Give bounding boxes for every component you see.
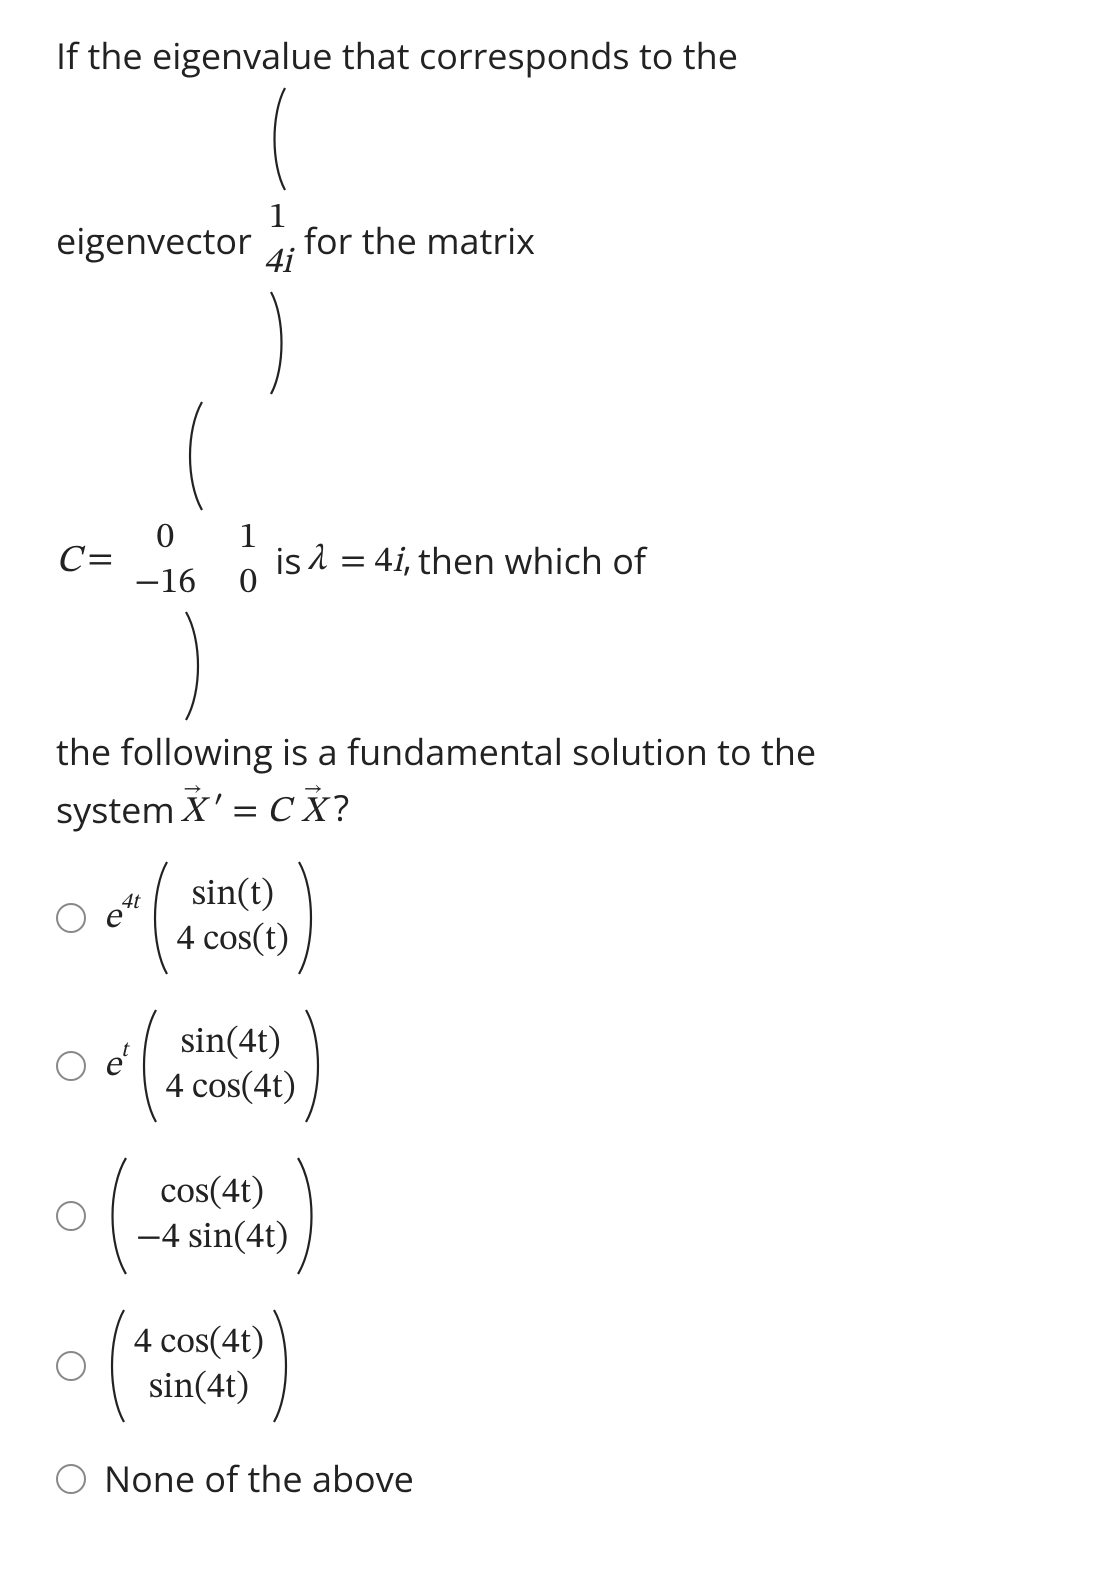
opt5-text: None of the above	[104, 1454, 414, 1503]
opt2-prefix: et	[104, 1044, 128, 1089]
opt2-r2: 4 cos(4t)	[166, 1066, 296, 1111]
matrixC-r1c1: 0	[125, 516, 205, 561]
option-4[interactable]: 4 cos(4t) sin(4t)	[56, 1306, 1051, 1426]
opt3-r2: −4 sin(4t)	[136, 1216, 288, 1261]
option-2[interactable]: et sin(4t) 4 cos(4t)	[56, 1006, 1051, 1126]
eigenvector-r1: 1	[269, 196, 287, 241]
opt1-r1: sin(t)	[192, 873, 274, 918]
stem-line-3: C = 0 1 −16 0	[56, 398, 1051, 724]
sys-eq: =	[232, 794, 266, 830]
radio-icon[interactable]	[56, 1201, 86, 1231]
equals-1: =	[87, 533, 113, 589]
option-5[interactable]: None of the above	[56, 1454, 1051, 1503]
opt4-vector: 4 cos(4t) sin(4t)	[104, 1306, 294, 1426]
stem-line-1: If the eigenvalue that corresponds to th…	[56, 28, 1051, 84]
question-container: If the eigenvalue that corresponds to th…	[0, 0, 1101, 1571]
stem-line-3-mid1: is	[275, 533, 301, 589]
opt1-r2: 4 cos(t)	[177, 918, 289, 963]
matrixC-r2c2: 0	[233, 561, 263, 606]
arrow-2: →	[304, 774, 323, 805]
stem-line-3-mid2: = 4i,	[332, 530, 412, 591]
stem-line-5-pre: system	[56, 782, 175, 838]
lambda: λ	[308, 533, 326, 589]
sys-C: C	[267, 794, 291, 830]
opt4-r2: sin(4t)	[149, 1366, 249, 1411]
stem-line-5: system → X ′ = C → X ?	[56, 780, 1051, 841]
eigenvector: 1 4i	[258, 84, 298, 398]
sys-prime: ′	[213, 792, 224, 828]
stem-line-2-pre: eigenvector	[56, 213, 252, 269]
radio-icon[interactable]	[56, 903, 86, 933]
radio-icon[interactable]	[56, 1464, 86, 1494]
options-list: e4t sin(t) 4 cos(t) et	[56, 858, 1051, 1503]
sys-q: ?	[334, 783, 350, 832]
eigenvector-r2: 4i	[264, 241, 292, 286]
matrixC-r2c1: −16	[125, 561, 205, 606]
stem-line-2-post: for the matrix	[304, 213, 535, 269]
radio-icon[interactable]	[56, 1351, 86, 1381]
opt3-r1: cos(4t)	[160, 1171, 264, 1216]
opt2-r1: sin(4t)	[181, 1021, 281, 1066]
matrix-label-C: C	[56, 532, 81, 591]
arrow-1: →	[183, 774, 202, 805]
question-stem: If the eigenvalue that corresponds to th…	[56, 28, 1051, 840]
opt3-vector: cos(4t) −4 sin(4t)	[104, 1154, 320, 1278]
opt4-r1: 4 cos(4t)	[134, 1321, 264, 1366]
stem-line-4: the following is a fundamental solution …	[56, 724, 1051, 780]
stem-line-2: eigenvector 1 4i for the matrix	[56, 84, 1051, 398]
matrix-C: 0 1 −16 0	[119, 398, 269, 724]
stem-line-3-post: then which of	[418, 533, 646, 589]
opt1-prefix: e4t	[104, 896, 139, 941]
matrixC-r1c2: 1	[233, 516, 263, 561]
system-equation: → X ′ = C → X ?	[181, 780, 349, 841]
option-3[interactable]: cos(4t) −4 sin(4t)	[56, 1154, 1051, 1278]
option-1[interactable]: e4t sin(t) 4 cos(t)	[56, 858, 1051, 978]
opt2-vector: sin(4t) 4 cos(4t)	[136, 1006, 326, 1126]
opt1-vector: sin(t) 4 cos(t)	[147, 858, 319, 978]
radio-icon[interactable]	[56, 1051, 86, 1081]
